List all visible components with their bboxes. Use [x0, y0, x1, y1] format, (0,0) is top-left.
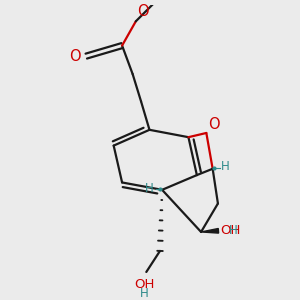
- Polygon shape: [201, 229, 219, 233]
- Text: O: O: [70, 49, 81, 64]
- Text: O: O: [208, 117, 220, 132]
- Text: OH: OH: [220, 224, 240, 237]
- Text: H: H: [221, 160, 230, 173]
- Text: OH: OH: [134, 278, 154, 292]
- Text: H: H: [228, 224, 237, 237]
- Text: H: H: [140, 287, 148, 300]
- Text: O: O: [137, 4, 148, 19]
- Text: H: H: [145, 182, 154, 195]
